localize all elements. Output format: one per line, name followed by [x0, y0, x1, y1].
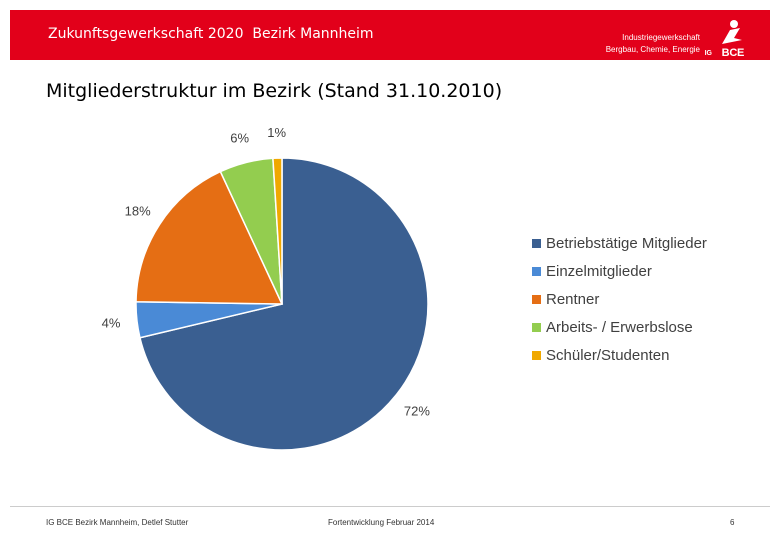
brand-line-1: Industriegewerkschaft	[622, 33, 700, 42]
brand-line-2: Bergbau, Chemie, Energie	[605, 45, 700, 54]
legend-swatch	[532, 323, 541, 332]
page-title: Mitgliederstruktur im Bezirk (Stand 31.1…	[46, 80, 503, 102]
slice-data-label: 72%	[404, 404, 430, 419]
pie-slice	[139, 157, 429, 451]
legend-swatch	[532, 239, 541, 248]
footer-divider	[10, 506, 770, 507]
ig-bce-logo-icon	[722, 20, 742, 44]
logo-prefix: IG	[704, 50, 712, 57]
footer-page-number: 6	[730, 518, 735, 527]
legend-label: Arbeits- / Erwerbslose	[546, 319, 693, 336]
slice-data-label: 6%	[230, 130, 249, 145]
legend-label: Rentner	[546, 291, 599, 308]
footer-date: Fortentwicklung Februar 2014	[328, 518, 435, 527]
footer-author: IG BCE Bezirk Mannheim, Detlef Stutter	[46, 518, 189, 527]
legend-label: Einzelmitglieder	[546, 263, 652, 280]
legend-swatch	[532, 267, 541, 276]
header-bar: Zukunftsgewerkschaft 2020 Bezirk Mannhei…	[10, 10, 770, 60]
logo-text: BCE	[721, 47, 745, 59]
legend-swatch	[532, 295, 541, 304]
slice-data-label: 1%	[267, 125, 286, 140]
slice-data-label: 4%	[102, 316, 121, 331]
header-title: Zukunftsgewerkschaft 2020 Bezirk Mannhei…	[48, 26, 374, 42]
legend-label: Schüler/Studenten	[546, 347, 669, 364]
legend-label: Betriebstätige Mitglieder	[546, 235, 707, 252]
pie-slice	[135, 170, 284, 305]
legend-swatch	[532, 351, 541, 360]
slice-data-label: 18%	[125, 203, 151, 218]
brand-name: Industriegewerkschaft Bergbau, Chemie, E…	[606, 32, 700, 56]
pie-slice	[272, 157, 283, 305]
